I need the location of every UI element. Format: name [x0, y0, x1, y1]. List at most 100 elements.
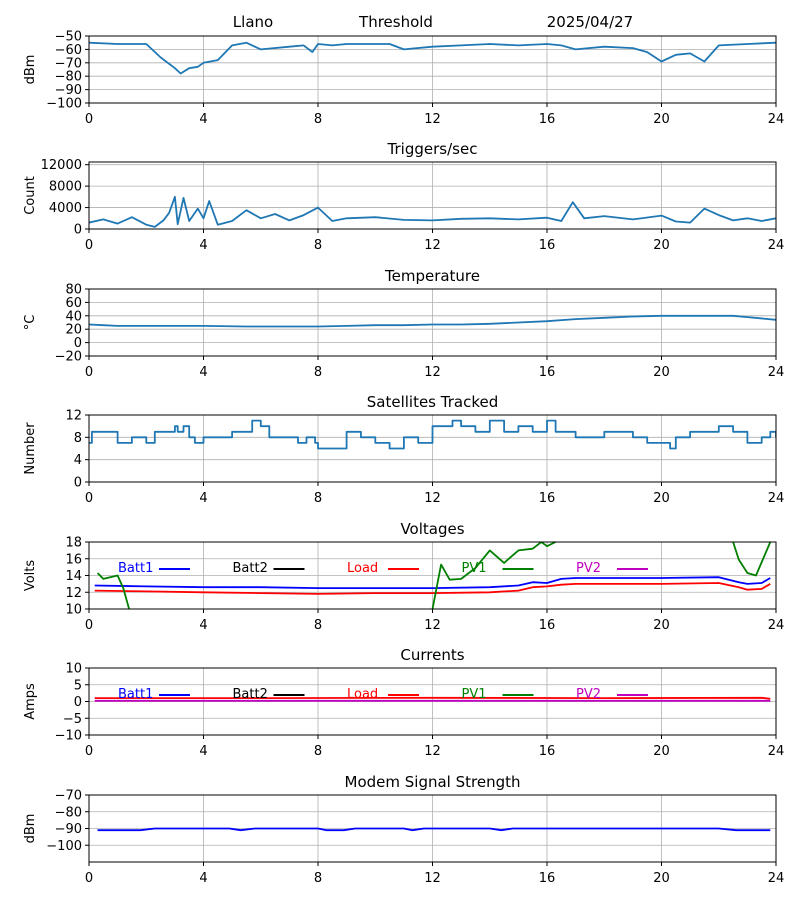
- series-line-0: [89, 314, 776, 328]
- y-tick-label: 10: [65, 662, 82, 677]
- x-tick-label: 16: [539, 618, 556, 633]
- y-tick-label: 0: [74, 476, 82, 491]
- legend-label: PV2: [576, 687, 601, 702]
- panel-title: Voltages: [400, 520, 464, 538]
- x-tick-label: 4: [199, 744, 207, 759]
- panel-triggers: Triggers/sec Count 0 4 8 12 16 20 24 0 4000 8000 120…: [23, 140, 784, 253]
- y-tick-label: −70: [55, 56, 82, 71]
- y-axis-label: °C: [23, 315, 38, 331]
- x-tick-label: 0: [85, 365, 93, 380]
- x-tick-label: 12: [424, 365, 441, 380]
- panel-voltages: Voltages Volts Batt1 Batt2 Load PV1 PV2 0 4 8 12 16…: [23, 520, 784, 633]
- y-tick-label: −90: [55, 822, 82, 837]
- legend-label: Batt1: [118, 687, 153, 702]
- legend-label: Load: [347, 561, 378, 576]
- x-tick-label: 20: [653, 238, 670, 253]
- x-tick-label: 12: [424, 744, 441, 759]
- x-tick-label: 24: [768, 618, 785, 633]
- x-tick-label: 8: [314, 365, 322, 380]
- x-tick-label: 4: [199, 238, 207, 253]
- y-axis-label: dBm: [23, 55, 38, 85]
- x-tick-label: 0: [85, 744, 93, 759]
- x-tick-label: 24: [768, 744, 785, 759]
- y-tick-label: 12: [65, 586, 82, 601]
- x-tick-label: 20: [653, 491, 670, 506]
- series-line-2: [96, 572, 130, 609]
- legend-label: Batt2: [233, 561, 268, 576]
- header: Llano Threshold 2025/04/27: [233, 13, 633, 31]
- y-axis-label: Volts: [23, 560, 38, 592]
- x-tick-label: 16: [539, 365, 556, 380]
- y-tick-label: −20: [55, 350, 82, 365]
- x-tick-label: 16: [539, 744, 556, 759]
- y-tick-label: 12000: [41, 158, 82, 173]
- series-line-4: [732, 542, 772, 577]
- legend-label: PV1: [462, 687, 487, 702]
- x-tick-label: 12: [424, 491, 441, 506]
- y-tick-label: −50: [55, 30, 82, 45]
- x-tick-label: 4: [199, 491, 207, 506]
- y-tick-label: 0: [74, 695, 82, 710]
- y-tick-label: −10: [55, 729, 82, 744]
- y-tick-label: −80: [55, 805, 82, 820]
- header-date: 2025/04/27: [547, 13, 633, 31]
- y-tick-label: 40: [65, 309, 82, 324]
- x-tick-label: 16: [539, 871, 556, 886]
- y-axis-label: Count: [23, 176, 38, 215]
- x-tick-label: 16: [539, 238, 556, 253]
- x-tick-label: 4: [199, 365, 207, 380]
- series-line-3: [431, 542, 556, 609]
- x-tick-label: 0: [85, 112, 93, 127]
- header-mode: Threshold: [358, 13, 433, 31]
- y-tick-label: 8: [74, 431, 82, 446]
- x-tick-label: 0: [85, 871, 93, 886]
- y-tick-label: 16: [65, 552, 82, 567]
- x-tick-label: 20: [653, 871, 670, 886]
- x-tick-label: 8: [314, 871, 322, 886]
- x-tick-label: 12: [424, 871, 441, 886]
- y-tick-label: 8000: [49, 180, 82, 195]
- x-tick-label: 12: [424, 618, 441, 633]
- legend-label: PV1: [462, 561, 487, 576]
- x-tick-label: 16: [539, 112, 556, 127]
- y-tick-label: 4: [74, 453, 82, 468]
- x-tick-label: 12: [424, 238, 441, 253]
- y-tick-label: 60: [65, 296, 82, 311]
- panel-modem: Modem Signal Strength dBm 0 4 8 12 16 20 24 −100 −…: [23, 773, 784, 886]
- panel-threshold: dBm 0 4 8 12 16 20 24 −100−90−80−70−60−50: [23, 30, 784, 128]
- y-tick-label: 4000: [49, 201, 82, 216]
- x-tick-label: 4: [199, 871, 207, 886]
- y-tick-label: 18: [65, 536, 82, 551]
- y-tick-label: 0: [74, 336, 82, 351]
- y-tick-label: 5: [74, 678, 82, 693]
- legend-label: Batt2: [233, 687, 268, 702]
- y-tick-label: 80: [65, 283, 82, 298]
- panel-title: Temperature: [384, 267, 480, 285]
- y-tick-label: 0: [74, 223, 82, 238]
- x-tick-label: 8: [314, 744, 322, 759]
- x-tick-label: 20: [653, 744, 670, 759]
- panel-title: Triggers/sec: [387, 140, 478, 158]
- x-tick-label: 12: [424, 112, 441, 127]
- x-tick-label: 24: [768, 112, 785, 127]
- x-tick-label: 8: [314, 238, 322, 253]
- x-tick-label: 20: [653, 365, 670, 380]
- x-tick-label: 24: [768, 365, 785, 380]
- y-tick-label: 10: [65, 603, 82, 618]
- series-line-0: [97, 827, 771, 832]
- legend-label: Batt1: [118, 561, 153, 576]
- x-tick-label: 16: [539, 491, 556, 506]
- y-tick-label: 12: [65, 409, 82, 424]
- series-line-1: [94, 582, 771, 595]
- x-tick-label: 8: [314, 491, 322, 506]
- y-axis-label: dBm: [23, 814, 38, 844]
- panel-satellites: Satellites Tracked Number 0 4 8 12 16 20 24 0 4 8 12: [23, 393, 784, 506]
- x-tick-label: 0: [85, 618, 93, 633]
- legend-label: PV2: [576, 561, 601, 576]
- x-tick-label: 4: [199, 112, 207, 127]
- series-line-0: [94, 696, 771, 700]
- y-tick-label: −60: [55, 43, 82, 58]
- y-tick-label: −90: [55, 83, 82, 98]
